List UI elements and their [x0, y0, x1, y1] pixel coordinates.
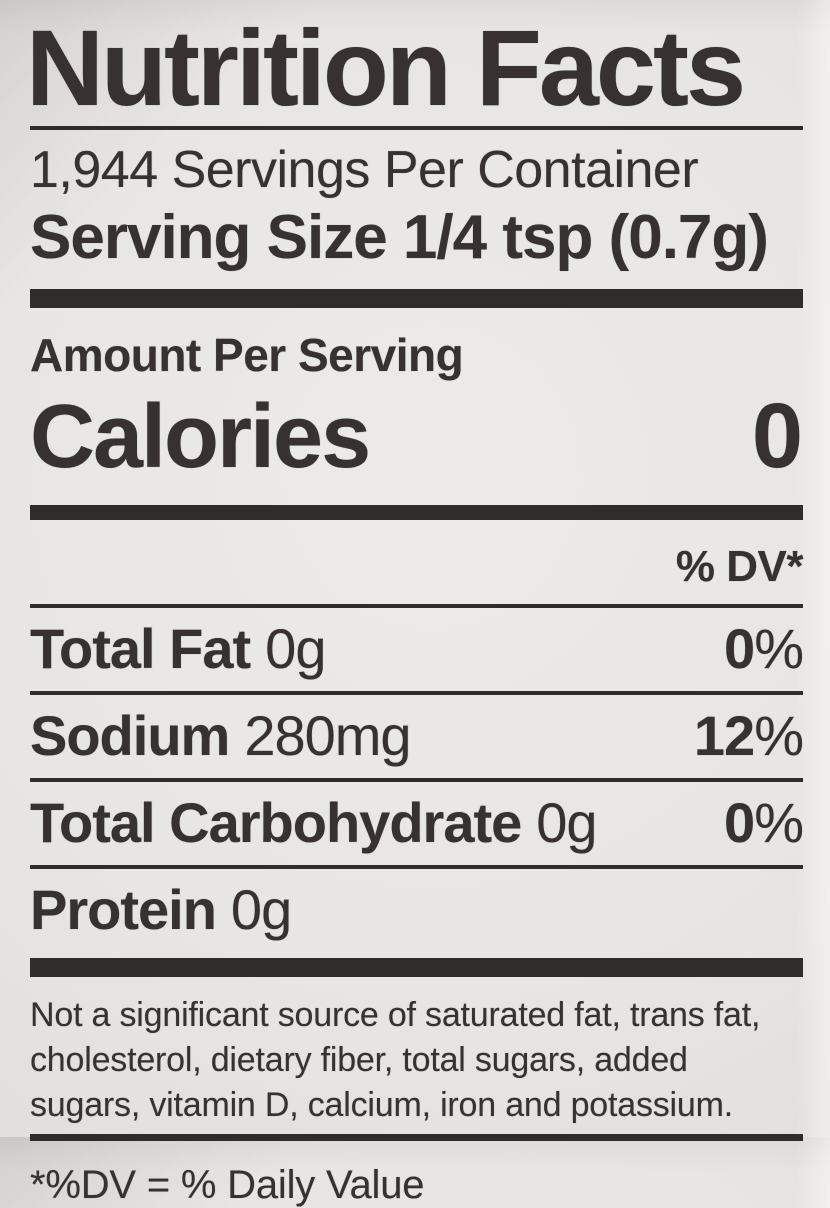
calories-row: Calories 0: [30, 384, 803, 489]
dv-number: 0: [724, 617, 755, 680]
dv-percent-sign: %: [754, 617, 804, 680]
thick-bar-top: [30, 289, 803, 308]
dv-number: 12: [693, 704, 755, 767]
nutrient-name-amount: Total Carbohydrate 0g: [30, 790, 598, 855]
label-title: Nutrition Facts: [26, 7, 746, 128]
serving-size: Serving Size 1/4 tsp (0.7g): [30, 203, 769, 272]
dv-percent-sign: %: [754, 704, 804, 767]
calories-label: Calories: [30, 387, 371, 487]
nutrient-name-amount: Sodium 280mg: [30, 703, 412, 768]
divider-under-title: [30, 126, 803, 130]
nutrient-row-total-carbohydrate: Total Carbohydrate 0g 0%: [30, 782, 804, 865]
daily-value-header: % DV*: [675, 542, 804, 591]
dv-number: 0: [724, 791, 755, 854]
nutrient-dv: 0%: [724, 616, 804, 681]
row-divider: [30, 778, 803, 782]
row-divider: [30, 691, 803, 695]
row-divider: [30, 865, 803, 869]
amount-per-serving-label: Amount Per Serving: [30, 329, 464, 381]
nutrient-dv: 12%: [693, 703, 804, 768]
dv-percent-sign: %: [754, 791, 804, 854]
nutrient-name: Protein: [30, 878, 217, 941]
nutrient-row-total-fat: Total Fat 0g 0%: [30, 608, 804, 691]
nutrient-amount: 0g: [265, 617, 326, 680]
divider-above-dv-definition: [30, 1134, 803, 1141]
nutrient-row-protein: Protein 0g: [30, 869, 803, 952]
nutrient-name-amount: Protein 0g: [30, 877, 292, 942]
nutrient-amount: 280mg: [244, 704, 411, 767]
divider-under-dv-header: [30, 604, 803, 608]
nutrient-amount: 0g: [536, 791, 597, 854]
nutrient-name: Total Fat: [30, 617, 251, 680]
nutrient-row-sodium: Sodium 280mg 12%: [30, 695, 804, 778]
servings-per-container: 1,944 Servings Per Container: [30, 141, 699, 199]
nutrient-amount: 0g: [230, 878, 292, 941]
nutrient-name: Total Carbohydrate: [30, 791, 522, 854]
not-significant-source-footnote: Not a significant source of saturated fa…: [30, 996, 761, 1124]
nutrient-name-amount: Total Fat 0g: [30, 616, 326, 681]
nutrient-name: Sodium: [30, 704, 230, 767]
nutrient-dv: 0%: [724, 790, 804, 855]
thick-bar-bottom: [30, 958, 803, 977]
calories-value: 0: [751, 385, 803, 487]
medium-bar-under-calories: [30, 505, 803, 520]
dv-definition: *%DV = % Daily Value: [30, 1163, 425, 1207]
